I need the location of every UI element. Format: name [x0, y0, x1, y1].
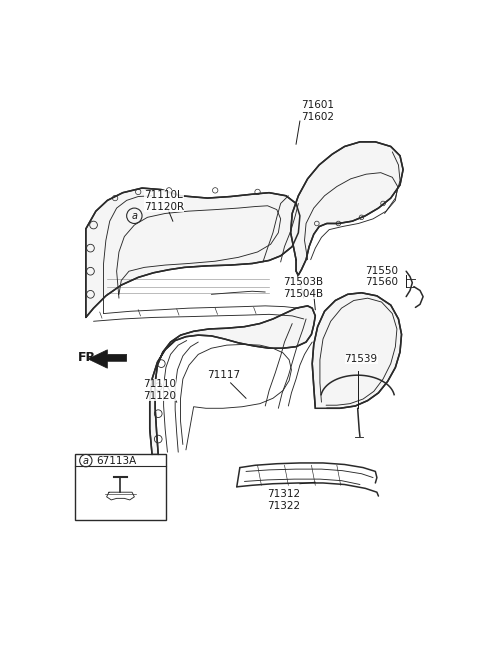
- Polygon shape: [86, 188, 300, 318]
- Text: 71117: 71117: [207, 370, 240, 380]
- Text: 71503B
71504B: 71503B 71504B: [283, 277, 323, 299]
- Text: FR.: FR.: [78, 351, 101, 364]
- Text: 71110L
71120R: 71110L 71120R: [144, 190, 184, 212]
- Text: 71312
71322: 71312 71322: [267, 489, 300, 511]
- Text: a: a: [132, 211, 137, 221]
- Polygon shape: [312, 293, 402, 408]
- Text: 71110
71120: 71110 71120: [143, 379, 176, 401]
- Polygon shape: [150, 306, 315, 455]
- Text: 71550
71560: 71550 71560: [365, 266, 398, 287]
- Bar: [75, 455, 166, 520]
- Text: 67113A: 67113A: [96, 456, 137, 466]
- Polygon shape: [88, 350, 127, 368]
- Circle shape: [80, 455, 92, 467]
- Text: 71601
71602: 71601 71602: [301, 100, 335, 122]
- Text: a: a: [83, 456, 89, 466]
- Polygon shape: [291, 142, 403, 275]
- Text: 71539: 71539: [345, 354, 378, 364]
